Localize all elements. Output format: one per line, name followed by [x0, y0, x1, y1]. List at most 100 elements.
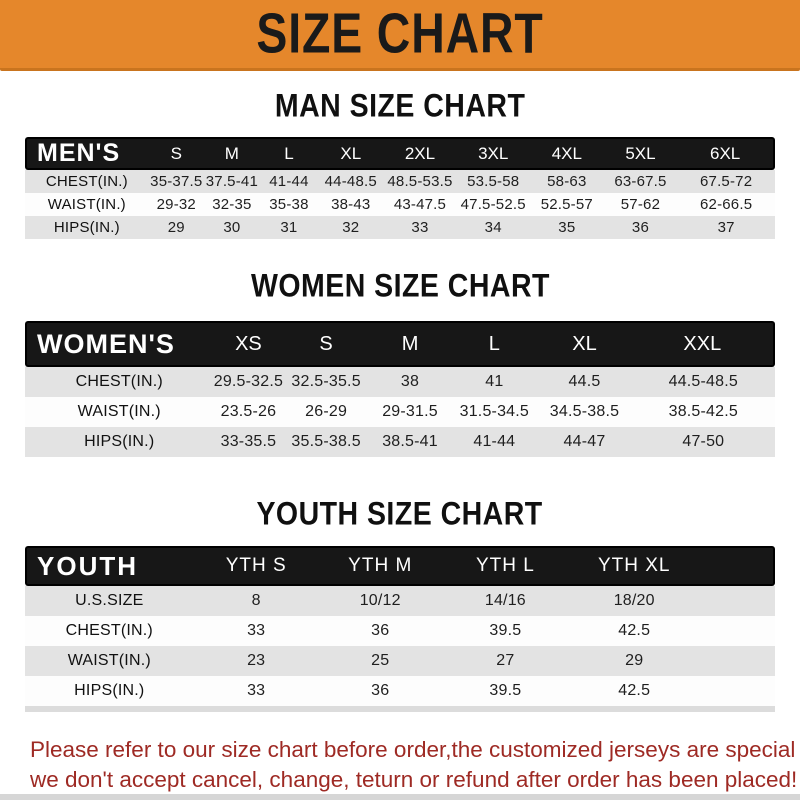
size-column-header: XS	[213, 321, 284, 367]
size-value-cell: 32.5-35.5	[291, 373, 361, 390]
size-value-cell: 44-48.5	[324, 173, 377, 190]
row-filler-cell	[699, 646, 775, 676]
size-value-cell: 41-44	[473, 433, 516, 450]
size-value-cell: 30	[223, 219, 241, 236]
row-filler-cell	[699, 676, 775, 706]
table-header: MEN'S S M L XL 2XL 3XL 4XL 5XL 6XL	[25, 137, 775, 170]
row-filler-cell	[699, 616, 775, 646]
size-value-cell: 32-35	[212, 196, 252, 213]
table-header: YOUTH YTH S YTH M YTH L YTH XL	[25, 546, 775, 586]
youth-section-title: YOUTH SIZE CHART	[0, 496, 800, 532]
table-header-row: YOUTH YTH S YTH M YTH L YTH XL	[25, 546, 775, 586]
size-column-header: L	[451, 321, 538, 367]
row-label-cell: CHEST(IN.)	[65, 622, 153, 639]
size-row: HIPS(IN.) 29 30 31 32 33 34 35 36 37	[25, 216, 775, 239]
size-value-cell: 48.5-53.5	[387, 173, 453, 190]
size-value-cell: 33-35.5	[220, 433, 277, 450]
size-value-cell: 67.5-72	[699, 173, 753, 190]
size-row: HIPS(IN.) 33-35.5 35.5-38.5 38.5-41 41-44 44-…	[25, 427, 775, 457]
size-value-cell: 37.5-41	[205, 173, 259, 190]
table-header-label: WOMEN'S	[25, 321, 214, 367]
size-value-cell: 34	[484, 219, 502, 236]
size-value-cell: 23.5-26	[220, 403, 277, 420]
size-value-cell: 41-44	[269, 173, 309, 190]
size-value-cell: 35-37.5	[150, 173, 203, 190]
size-value-cell: 47-50	[682, 433, 725, 450]
size-row: WAIST(IN.) 29-32 32-35 35-38 38-43 43-47.5 47.…	[25, 193, 775, 216]
size-value-cell: 33	[247, 682, 266, 699]
table-body: CHEST(IN.) 35-37.5 37.5-41 41-44 44-48.5 48.5…	[25, 170, 775, 239]
size-value-cell: 57-62	[620, 196, 661, 213]
size-value-cell: 36	[371, 622, 390, 639]
size-value-cell: 25	[371, 652, 390, 669]
size-value-cell: 33	[247, 622, 266, 639]
order-notice-line: Please refer to our size chart before or…	[30, 737, 800, 762]
size-row: CHEST(IN.) 33 36 39.5 42.5	[25, 616, 775, 646]
row-label-cell: HIPS(IN.)	[84, 433, 155, 450]
size-value-cell: 43-47.5	[393, 196, 447, 213]
row-label-cell: WAIST(IN.)	[67, 652, 151, 669]
size-value-cell: 63-67.5	[614, 173, 667, 190]
size-value-cell: 38.5-41	[382, 433, 438, 450]
size-column-header: M	[368, 321, 452, 367]
size-value-cell: 35.5-38.5	[291, 433, 361, 450]
row-label-cell: WAIST(IN.)	[77, 403, 161, 420]
size-value-cell: 47.5-52.5	[460, 196, 526, 213]
size-value-cell: 33	[411, 219, 429, 236]
banner: SIZE CHART	[0, 0, 800, 71]
size-value-cell: 39.5	[489, 622, 522, 639]
size-value-cell: 14/16	[484, 592, 526, 609]
table-header-row: MEN'S S M L XL 2XL 3XL 4XL 5XL 6XL	[25, 137, 775, 170]
womens-section-title: WOMEN SIZE CHART	[0, 268, 800, 304]
size-value-cell: 10/12	[359, 592, 401, 609]
size-value-cell: 41	[485, 373, 504, 390]
row-label-cell: U.S.SIZE	[75, 592, 144, 609]
table-body: CHEST(IN.) 29.5-32.5 32.5-35.5 38 41 44.5 44.5…	[25, 367, 775, 457]
mens-section-title-text: MAN SIZE CHART	[274, 87, 526, 124]
table-header-row: WOMEN'S XS S M L XL XXL	[25, 321, 775, 367]
size-column-header: L	[259, 137, 319, 170]
size-value-cell: 36	[371, 682, 390, 699]
size-value-cell: 38.5-42.5	[668, 403, 739, 420]
size-value-cell: 32	[342, 219, 360, 236]
size-value-cell: 36	[631, 219, 649, 236]
size-value-cell: 38	[400, 373, 420, 390]
order-notice-line: we don't accept cancel, change, teturn o…	[30, 767, 798, 792]
size-value-cell: 31	[280, 219, 298, 236]
size-column-header: XL	[318, 137, 384, 170]
size-value-cell: 35	[558, 219, 576, 236]
size-column-header: YTH L	[441, 546, 570, 586]
size-column-header: M	[203, 137, 260, 170]
size-value-cell: 18/20	[613, 592, 655, 609]
size-value-cell: 52.5-57	[540, 196, 593, 213]
womens-size-section: WOMEN SIZE CHART WOMEN'S XS S M L XL XXL CHEST(…	[0, 268, 800, 457]
size-value-cell: 29	[625, 652, 644, 669]
mens-size-table: MEN'S S M L XL 2XL 3XL 4XL 5XL 6XL CHEST(IN.) 35-37…	[25, 137, 775, 239]
size-value-cell: 29	[167, 219, 185, 236]
size-value-cell: 35-38	[269, 196, 309, 213]
bottom-divider	[0, 794, 800, 800]
size-row: CHEST(IN.) 29.5-32.5 32.5-35.5 38 41 44.5 44.5…	[25, 367, 775, 397]
order-notice: Please refer to our size chart before or…	[30, 735, 800, 795]
size-value-cell: 42.5	[618, 682, 651, 699]
size-column-header: 3XL	[456, 137, 531, 170]
size-value-cell: 44.5	[568, 373, 601, 390]
size-column-header: YTH S	[193, 546, 319, 586]
size-value-cell: 42.5	[618, 622, 651, 639]
youth-size-table: YOUTH YTH S YTH M YTH L YTH XL U.S.SIZE 8 10/12…	[25, 546, 775, 712]
size-column-header: 5XL	[603, 137, 678, 170]
size-value-cell: 8	[251, 592, 261, 609]
size-column-header: 2XL	[383, 137, 457, 170]
row-filler-cell	[699, 586, 775, 616]
size-value-cell: 37	[717, 219, 735, 236]
size-value-cell: 27	[496, 652, 515, 669]
row-label-cell: CHEST(IN.)	[45, 173, 128, 190]
size-value-cell: 38-43	[331, 196, 371, 213]
size-row: WAIST(IN.) 23.5-26 26-29 29-31.5 31.5-34.5 34…	[25, 397, 775, 427]
size-column-header: S	[148, 137, 204, 170]
youth-size-section: YOUTH SIZE CHART YOUTH YTH S YTH M YTH L YTH…	[0, 496, 800, 712]
size-value-cell: 39.5	[489, 682, 522, 699]
size-value-cell: 29-31.5	[382, 403, 438, 420]
size-column-header: YTH XL	[569, 546, 700, 586]
